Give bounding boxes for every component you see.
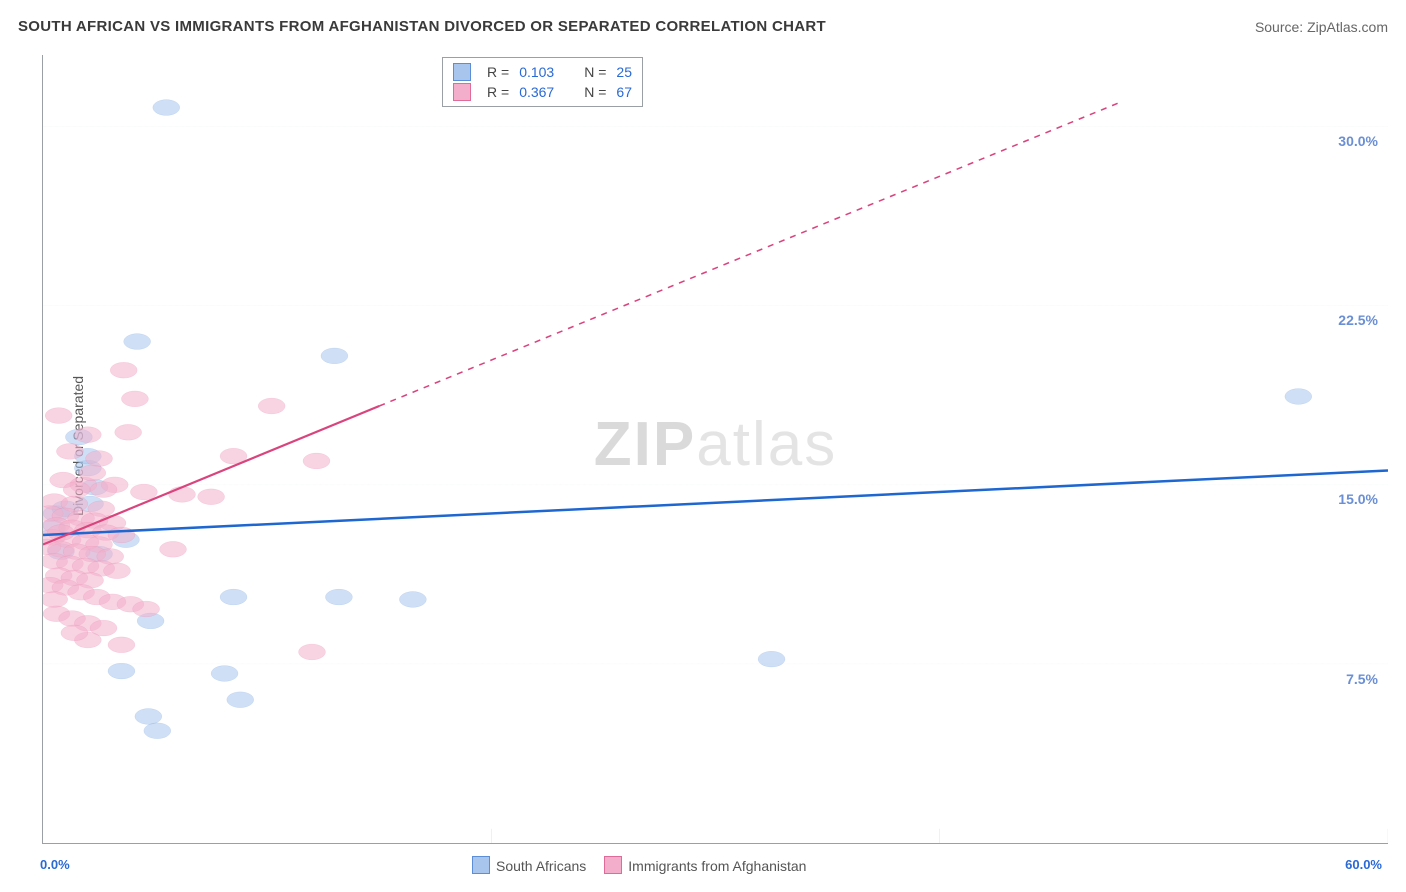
plot-area: ZIPatlas xyxy=(42,55,1388,844)
legend-swatch-icon xyxy=(472,856,490,874)
legend-swatch-icon xyxy=(453,83,471,101)
correlation-legend-row: R = 0.367 N = 67 xyxy=(453,82,632,102)
y-tick-label: 15.0% xyxy=(1338,491,1378,507)
x-max-label: 60.0% xyxy=(1345,857,1382,872)
watermark-bold: ZIP xyxy=(594,410,696,479)
legend-swatch-icon xyxy=(453,63,471,81)
series-legend-item: South Africans xyxy=(472,856,586,874)
legend-swatch-icon xyxy=(604,856,622,874)
title-bar: SOUTH AFRICAN VS IMMIGRANTS FROM AFGHANI… xyxy=(18,18,1388,35)
chart-title: SOUTH AFRICAN VS IMMIGRANTS FROM AFGHANI… xyxy=(18,18,826,35)
y-tick-label: 7.5% xyxy=(1346,671,1378,687)
series-legend-item: Immigrants from Afghanistan xyxy=(604,856,806,874)
r-value: 0.367 xyxy=(519,84,554,100)
svg-text:ZIPatlas: ZIPatlas xyxy=(594,410,837,479)
correlation-legend: R = 0.103 N = 25 R = 0.367 N = 67 xyxy=(442,57,643,107)
r-label: R = xyxy=(487,64,509,80)
n-value: 25 xyxy=(616,64,632,80)
watermark-light: atlas xyxy=(696,410,837,479)
plot-wrapper: ZIPatlas 7.5%15.0%22.5%30.0% 0.0% 60.0% … xyxy=(42,55,1388,844)
watermark-layer: ZIPatlas xyxy=(43,55,1388,843)
series-legend-label: South Africans xyxy=(496,858,586,874)
y-tick-label: 22.5% xyxy=(1338,312,1378,328)
series-legend: South Africans Immigrants from Afghanista… xyxy=(472,856,806,874)
n-label: N = xyxy=(584,64,606,80)
x-origin-label: 0.0% xyxy=(40,857,70,872)
r-label: R = xyxy=(487,84,509,100)
r-value: 0.103 xyxy=(519,64,554,80)
n-value: 67 xyxy=(616,84,632,100)
correlation-legend-row: R = 0.103 N = 25 xyxy=(453,62,632,82)
y-tick-label: 30.0% xyxy=(1338,133,1378,149)
source-label: Source: ZipAtlas.com xyxy=(1255,19,1388,35)
n-label: N = xyxy=(584,84,606,100)
series-legend-label: Immigrants from Afghanistan xyxy=(628,858,806,874)
